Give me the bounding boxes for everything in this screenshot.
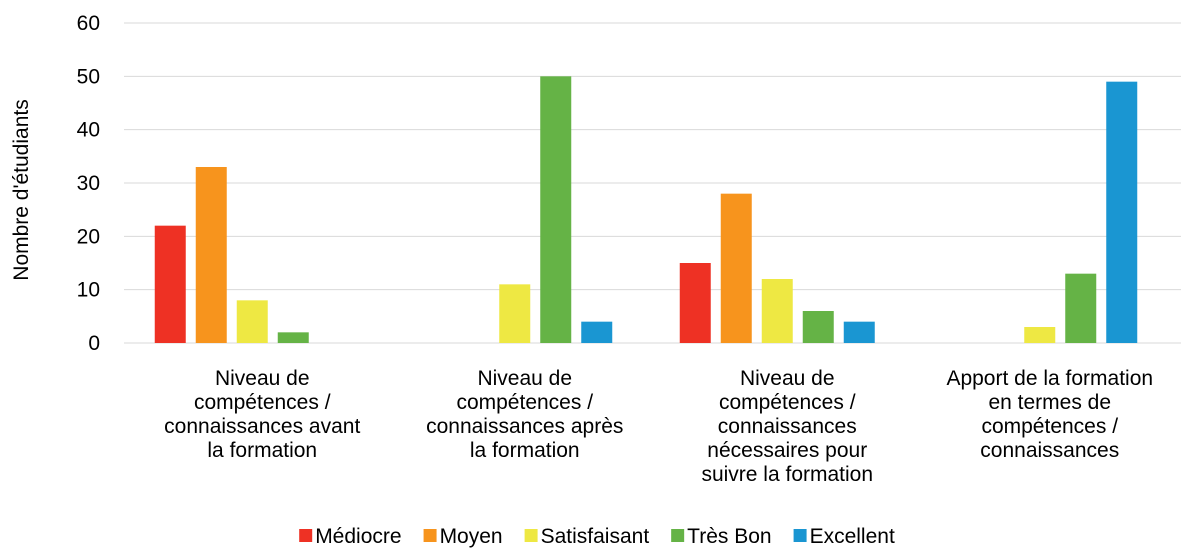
bar: [720, 193, 752, 343]
legend-label: Médiocre: [315, 525, 401, 548]
legend-swatch: [299, 529, 313, 542]
y-tick-label: 20: [77, 225, 100, 248]
x-tick-label: Apport de la formation en termes de compét…: [946, 367, 1153, 462]
y-tick-label: 40: [77, 119, 100, 142]
legend-label: Moyen: [440, 525, 503, 548]
bar: [499, 284, 531, 343]
bar: [540, 76, 572, 343]
y-tick-label: 50: [77, 65, 100, 88]
bar: [1024, 327, 1056, 343]
bar: [236, 300, 268, 343]
y-tick-label: 10: [77, 279, 100, 302]
bar: [581, 321, 613, 343]
legend-label: Satisfaisant: [541, 525, 650, 548]
bar: [843, 321, 875, 343]
bar: [802, 311, 834, 343]
x-tick-label: Niveau de compétences / connaissances néces…: [701, 367, 873, 486]
legend-swatch: [793, 529, 807, 542]
bar: [1065, 273, 1097, 343]
bar: [1106, 81, 1138, 344]
legend-swatch: [524, 529, 538, 542]
legend-swatch: [423, 529, 437, 542]
x-tick-label: Niveau de compétences / connaissances avan…: [164, 367, 360, 462]
legend-label: Très Bon: [687, 525, 771, 548]
legend-label: Excellent: [810, 525, 895, 548]
y-tick-label: 60: [77, 12, 100, 35]
x-tick-label: Niveau de compétences / connaissances aprè…: [426, 367, 623, 462]
bar: [277, 332, 309, 343]
y-tick-label: 0: [88, 332, 100, 355]
legend-swatch: [671, 529, 685, 542]
bar: [679, 263, 711, 343]
y-tick-label: 30: [77, 172, 100, 195]
bar: [154, 225, 186, 343]
bar: [761, 279, 793, 343]
bar: [195, 167, 227, 343]
y-axis-title: Nombre d'étudiants: [10, 99, 33, 280]
